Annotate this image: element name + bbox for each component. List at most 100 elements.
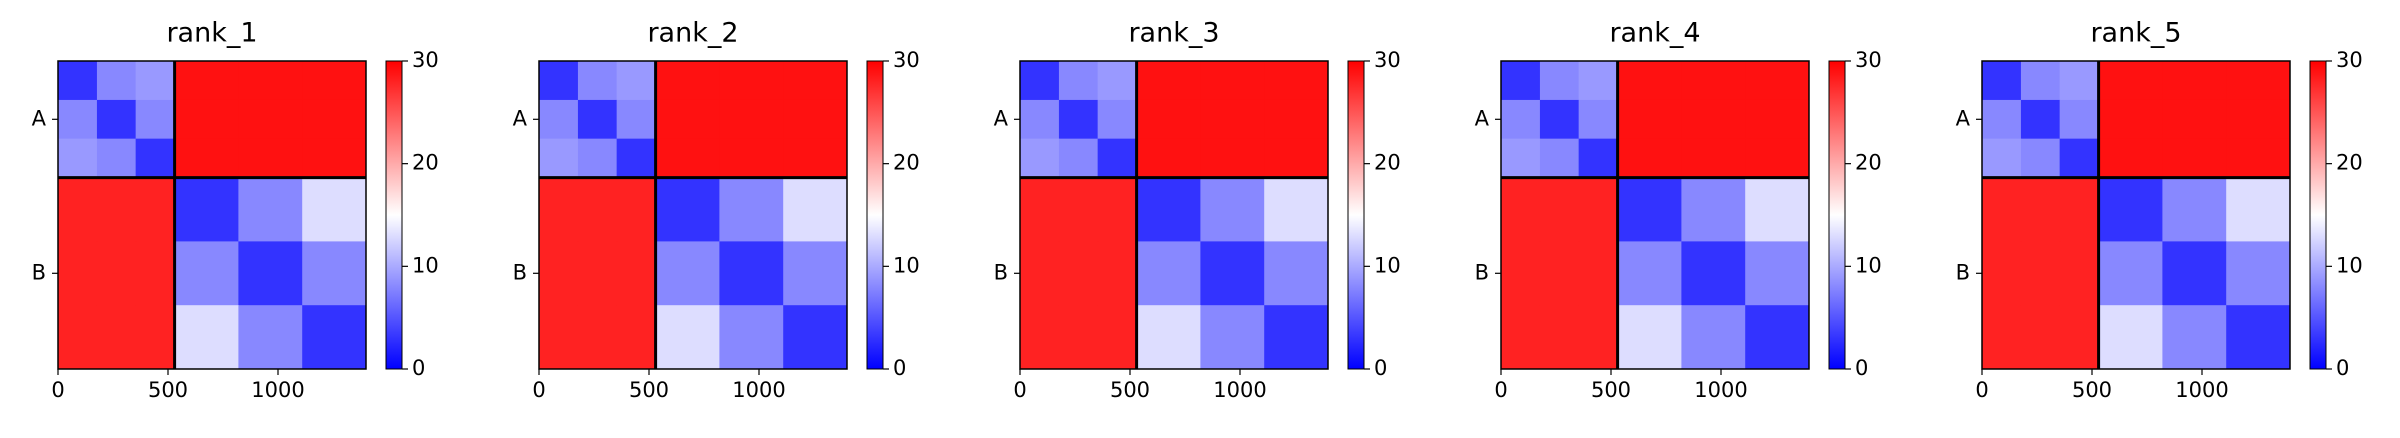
heatmap-cell [174, 61, 239, 101]
plot-frame [1500, 60, 1810, 370]
panel-title: rank_4 [1609, 18, 1700, 49]
heatmap-cell [2059, 305, 2100, 370]
heatmap-cell [2020, 305, 2061, 370]
heatmap-cell [1097, 61, 1138, 101]
y-tick-label: A [513, 106, 528, 130]
heatmap-cell [1020, 305, 1060, 370]
colorbar-tick-label: 30 [893, 48, 920, 72]
heatmap-cell [1539, 177, 1580, 242]
heatmap-cell [783, 241, 848, 306]
heatmap-cell [2162, 99, 2227, 140]
x-tick-label: 1000 [1694, 378, 1747, 402]
plot-frame [1019, 60, 1329, 370]
heatmap-cell [616, 305, 657, 370]
heatmap-cell [655, 61, 720, 101]
x-tick-label: 1000 [2175, 378, 2228, 402]
heatmap-cell [238, 61, 303, 101]
heatmap-cell [577, 177, 618, 242]
heatmap-cell [302, 305, 367, 370]
heatmap-cell [96, 61, 137, 101]
heatmap-cell [1681, 99, 1746, 140]
heatmap-cell [1136, 305, 1201, 370]
colorbar-tick-label: 10 [2336, 253, 2363, 277]
heatmap-cell [1745, 99, 1810, 140]
colorbar-tick-label: 20 [1855, 151, 1882, 175]
heatmap-cell [2059, 99, 2100, 140]
heatmap-cell [1982, 177, 2022, 242]
colorbar [2309, 60, 2327, 370]
heatmap-cell [2226, 99, 2291, 140]
heatmap-cell [1264, 305, 1329, 370]
heatmap-cell [1539, 241, 1580, 306]
heatmap-cell [1501, 138, 1541, 179]
heatmap-cell [1578, 138, 1619, 179]
heatmap-cell [577, 241, 618, 306]
heatmap-cell [1982, 99, 2022, 140]
heatmap-cell [577, 99, 618, 140]
x-tick-label: 500 [148, 378, 188, 402]
y-tick-label: B [1475, 260, 1489, 284]
colorbar-tick-label: 10 [412, 253, 439, 277]
heatmap-cell [1020, 241, 1060, 306]
heatmap-cell [1745, 305, 1810, 370]
heatmap-cell [655, 241, 720, 306]
heatmap-cell [2226, 305, 2291, 370]
heatmap-cell [302, 138, 367, 179]
heatmap-cell [616, 177, 657, 242]
heatmap-cell [1136, 99, 1201, 140]
heatmap-cell [2226, 241, 2291, 306]
heatmap-cell [1097, 177, 1138, 242]
colorbar [866, 60, 884, 370]
heatmap-cell [539, 99, 579, 140]
colorbar [385, 60, 403, 370]
heatmap-cell [655, 99, 720, 140]
heatmap-cell [539, 305, 579, 370]
heatmap-cell [2162, 138, 2227, 179]
x-tick-label: 0 [1975, 378, 1988, 402]
heatmap-cell [2098, 305, 2163, 370]
heatmap-cell [1617, 305, 1682, 370]
heatmap-cell [1982, 61, 2022, 101]
heatmap-cell [1264, 99, 1329, 140]
heatmap-cell [1501, 61, 1541, 101]
heatmap-cell [1200, 305, 1265, 370]
heatmap-cell [1681, 138, 1746, 179]
x-tick-label: 1000 [1213, 378, 1266, 402]
heatmap-cell [238, 138, 303, 179]
heatmap-cell [577, 138, 618, 179]
heatmap-cell [1681, 305, 1746, 370]
colorbar-tick-label: 0 [412, 356, 425, 380]
heatmap-cell [2020, 138, 2061, 179]
y-tick-label: B [1956, 260, 1970, 284]
heatmap-cell [1136, 61, 1201, 101]
heatmap-cell [1020, 61, 1060, 101]
heatmap-cell [1745, 177, 1810, 242]
heatmap-cell [577, 61, 618, 101]
heatmap-cell [2020, 61, 2061, 101]
y-tick-label: B [32, 260, 46, 284]
panel-title: rank_2 [647, 18, 738, 49]
heatmap-cell [1264, 61, 1329, 101]
heatmap-cell [1539, 138, 1580, 179]
heatmap-cell [2059, 138, 2100, 179]
heatmap-cell [539, 241, 579, 306]
heatmap-cell [539, 177, 579, 242]
heatmap-cell [2098, 241, 2163, 306]
heatmap-cell [719, 138, 784, 179]
heatmap-cell [616, 138, 657, 179]
heatmap-cell [719, 61, 784, 101]
heatmap-cell [96, 305, 137, 370]
heatmap-cell [1200, 99, 1265, 140]
heatmap-cell [174, 138, 239, 179]
heatmap-cell [96, 241, 137, 306]
heatmap-cell [655, 177, 720, 242]
heatmap-cell [1058, 177, 1099, 242]
colorbar [1828, 60, 1846, 370]
heatmap-cell [1136, 177, 1201, 242]
heatmap-cell [1745, 241, 1810, 306]
heatmap-cell [174, 305, 239, 370]
heatmap-cell [1539, 305, 1580, 370]
heatmap-cell [1578, 241, 1619, 306]
heatmap-cell [1681, 241, 1746, 306]
